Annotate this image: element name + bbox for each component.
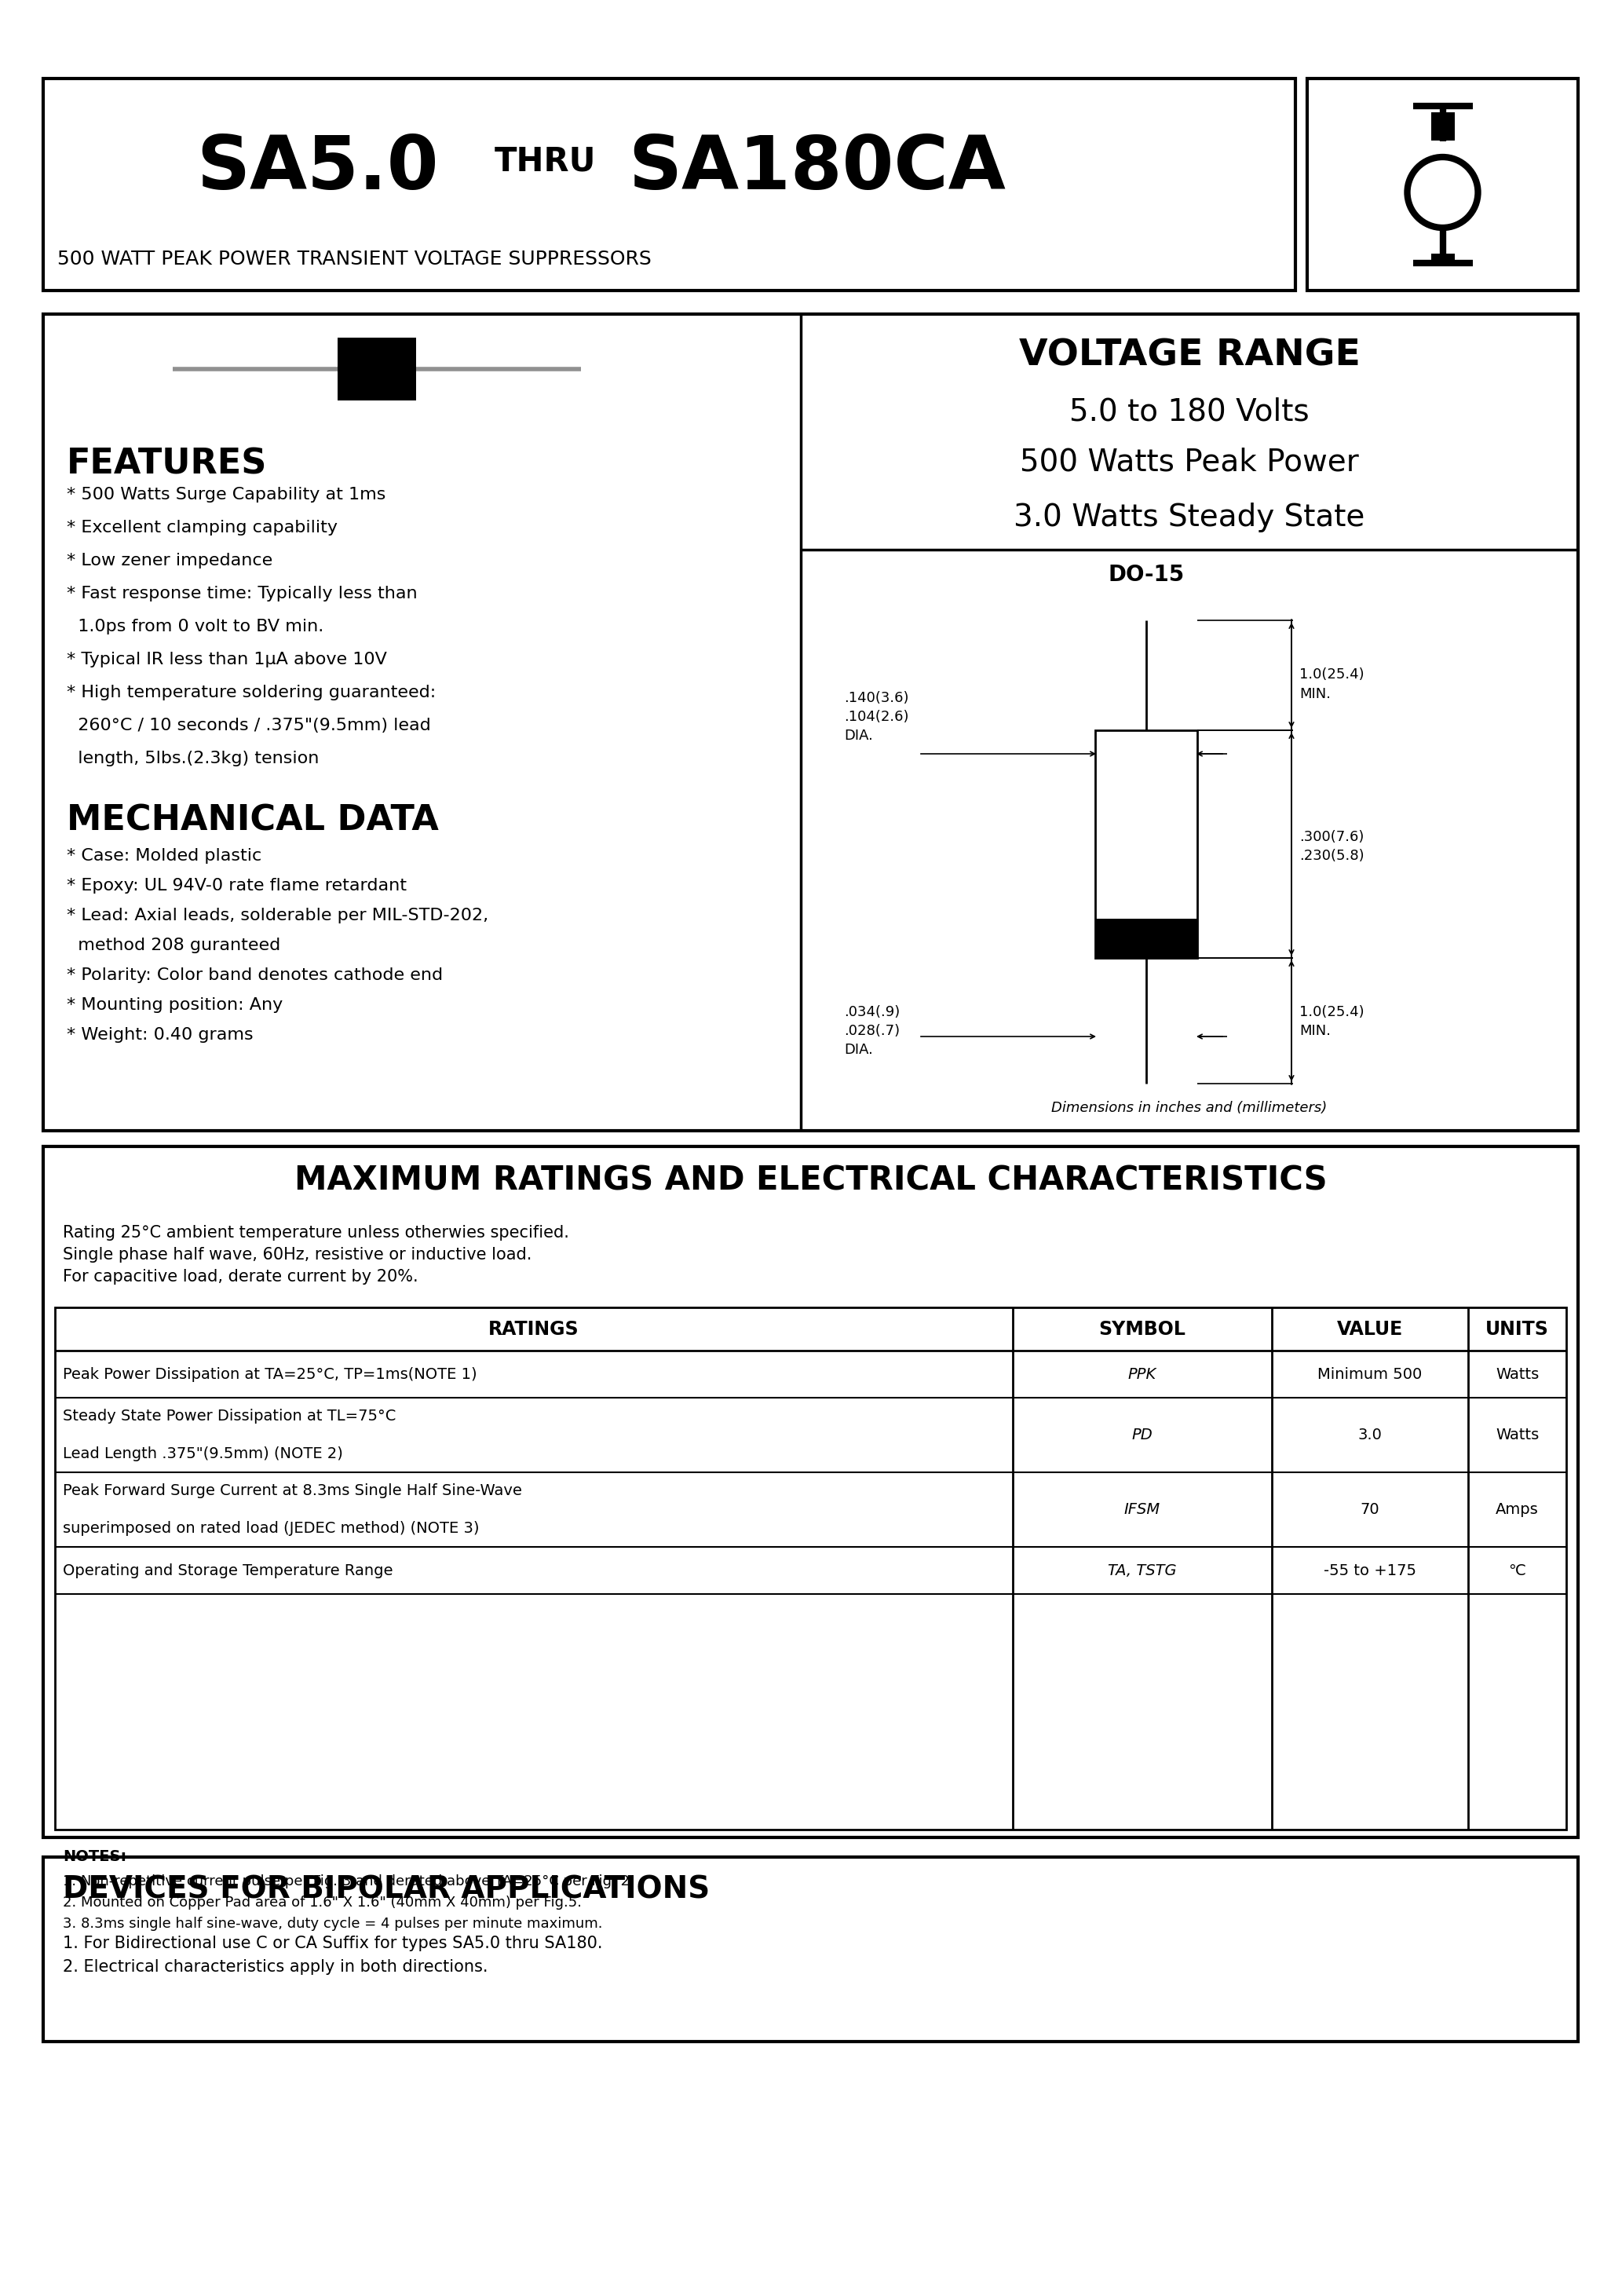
Text: FEATURES: FEATURES <box>67 448 268 482</box>
Text: 5.0 to 180 Volts: 5.0 to 180 Volts <box>1069 397 1309 427</box>
Text: Peak Power Dissipation at TA=25°C, TP=1ms(NOTE 1): Peak Power Dissipation at TA=25°C, TP=1m… <box>63 1366 477 1382</box>
Text: SA5.0: SA5.0 <box>196 133 438 204</box>
Text: Operating and Storage Temperature Range: Operating and Storage Temperature Range <box>63 1564 393 1577</box>
Bar <box>44 315 1578 1130</box>
Text: THRU: THRU <box>495 145 597 177</box>
Text: Peak Forward Surge Current at 8.3ms Single Half Sine-Wave: Peak Forward Surge Current at 8.3ms Sing… <box>63 1483 522 1499</box>
Text: Watts: Watts <box>1495 1366 1539 1382</box>
Text: MIN.: MIN. <box>1299 1024 1330 1038</box>
Text: MAXIMUM RATINGS AND ELECTRICAL CHARACTERISTICS: MAXIMUM RATINGS AND ELECTRICAL CHARACTER… <box>294 1164 1327 1196</box>
Bar <box>44 1857 1578 2041</box>
Text: Amps: Amps <box>1495 1502 1539 1518</box>
Text: 500 Watts Peak Power: 500 Watts Peak Power <box>1020 448 1359 478</box>
Text: 1.0(25.4): 1.0(25.4) <box>1299 668 1364 682</box>
Text: 1.0(25.4): 1.0(25.4) <box>1299 1006 1364 1019</box>
Text: TA, TSTG: TA, TSTG <box>1108 1564 1176 1577</box>
Text: superimposed on rated load (JEDEC method) (NOTE 3): superimposed on rated load (JEDEC method… <box>63 1520 478 1536</box>
Text: RATINGS: RATINGS <box>488 1320 579 1339</box>
Bar <box>44 78 1296 292</box>
Bar <box>1431 253 1455 264</box>
Text: 2. Mounted on Copper Pad area of 1.6" X 1.6" (40mm X 40mm) per Fig.5.: 2. Mounted on Copper Pad area of 1.6" X … <box>63 1896 582 1910</box>
Text: .230(5.8): .230(5.8) <box>1299 850 1364 863</box>
Text: DO-15: DO-15 <box>1108 565 1184 585</box>
Text: 260°C / 10 seconds / .375"(9.5mm) lead: 260°C / 10 seconds / .375"(9.5mm) lead <box>67 719 431 732</box>
Text: * Fast response time: Typically less than: * Fast response time: Typically less tha… <box>67 585 417 602</box>
Text: Steady State Power Dissipation at TL=75°C: Steady State Power Dissipation at TL=75°… <box>63 1410 396 1424</box>
Text: NOTES:: NOTES: <box>63 1848 127 1864</box>
Text: * 500 Watts Surge Capability at 1ms: * 500 Watts Surge Capability at 1ms <box>67 487 386 503</box>
Text: DEVICES FOR BIPOLAR APPLICATIONS: DEVICES FOR BIPOLAR APPLICATIONS <box>63 1874 710 1903</box>
Text: .300(7.6): .300(7.6) <box>1299 829 1364 845</box>
Text: .028(.7): .028(.7) <box>843 1024 900 1038</box>
Text: DIA.: DIA. <box>843 728 873 744</box>
Text: 1.0ps from 0 volt to BV min.: 1.0ps from 0 volt to BV min. <box>67 618 324 634</box>
Text: 3.0: 3.0 <box>1358 1428 1382 1442</box>
Text: * Case: Molded plastic: * Case: Molded plastic <box>67 847 261 863</box>
Text: * Polarity: Color band denotes cathode end: * Polarity: Color band denotes cathode e… <box>67 967 443 983</box>
Text: ℃: ℃ <box>1508 1564 1526 1577</box>
Text: SA180CA: SA180CA <box>628 133 1006 204</box>
Text: VOLTAGE RANGE: VOLTAGE RANGE <box>1019 338 1361 372</box>
Text: For capacitive load, derate current by 20%.: For capacitive load, derate current by 2… <box>63 1270 418 1286</box>
Text: -55 to +175: -55 to +175 <box>1324 1564 1416 1577</box>
Text: Watts: Watts <box>1495 1428 1539 1442</box>
Text: MECHANICAL DATA: MECHANICAL DATA <box>67 804 440 838</box>
Text: * Lead: Axial leads, solderable per MIL-STD-202,: * Lead: Axial leads, solderable per MIL-… <box>67 907 488 923</box>
Text: Lead Length .375"(9.5mm) (NOTE 2): Lead Length .375"(9.5mm) (NOTE 2) <box>63 1446 342 1460</box>
Bar <box>55 1306 1567 1830</box>
Text: PPK: PPK <box>1127 1366 1156 1382</box>
Text: Dimensions in inches and (millimeters): Dimensions in inches and (millimeters) <box>1051 1100 1327 1116</box>
Text: 2. Electrical characteristics apply in both directions.: 2. Electrical characteristics apply in b… <box>63 1958 488 1975</box>
Text: 3. 8.3ms single half sine-wave, duty cycle = 4 pulses per minute maximum.: 3. 8.3ms single half sine-wave, duty cyc… <box>63 1917 602 1931</box>
Text: * Weight: 0.40 grams: * Weight: 0.40 grams <box>67 1026 253 1042</box>
Text: UNITS: UNITS <box>1486 1320 1549 1339</box>
Text: 1. For Bidirectional use C or CA Suffix for types SA5.0 thru SA180.: 1. For Bidirectional use C or CA Suffix … <box>63 1936 602 1952</box>
Text: Single phase half wave, 60Hz, resistive or inductive load.: Single phase half wave, 60Hz, resistive … <box>63 1247 532 1263</box>
Text: * High temperature soldering guaranteed:: * High temperature soldering guaranteed: <box>67 684 436 700</box>
Text: * Mounting position: Any: * Mounting position: Any <box>67 996 282 1013</box>
Text: 3.0 Watts Steady State: 3.0 Watts Steady State <box>1014 503 1366 533</box>
Text: length, 5lbs.(2.3kg) tension: length, 5lbs.(2.3kg) tension <box>67 751 320 767</box>
Text: .140(3.6): .140(3.6) <box>843 691 908 705</box>
Text: Minimum 500: Minimum 500 <box>1317 1366 1422 1382</box>
Text: * Low zener impedance: * Low zener impedance <box>67 553 272 569</box>
Text: 1. Non-repetitive current pulse per Fig. 3 and derated above TA=25°C per Fig. 2.: 1. Non-repetitive current pulse per Fig.… <box>63 1874 634 1890</box>
Text: Rating 25°C ambient temperature unless otherwies specified.: Rating 25°C ambient temperature unless o… <box>63 1226 569 1240</box>
Text: 70: 70 <box>1361 1502 1380 1518</box>
Text: VALUE: VALUE <box>1337 1320 1403 1339</box>
Text: .034(.9): .034(.9) <box>843 1006 900 1019</box>
Text: * Typical IR less than 1μA above 10V: * Typical IR less than 1μA above 10V <box>67 652 388 668</box>
Text: PD: PD <box>1132 1428 1153 1442</box>
Bar <box>1095 918 1197 957</box>
Text: MIN.: MIN. <box>1299 687 1330 700</box>
Text: * Epoxy: UL 94V-0 rate flame retardant: * Epoxy: UL 94V-0 rate flame retardant <box>67 877 407 893</box>
Text: IFSM: IFSM <box>1124 1502 1160 1518</box>
Bar <box>44 1146 1578 1837</box>
Text: SYMBOL: SYMBOL <box>1098 1320 1186 1339</box>
Bar <box>1307 78 1578 292</box>
Bar <box>1095 730 1197 957</box>
Text: method 208 guranteed: method 208 guranteed <box>67 937 281 953</box>
Text: .104(2.6): .104(2.6) <box>843 709 908 723</box>
Bar <box>1431 113 1455 140</box>
Bar <box>337 338 417 400</box>
Text: 500 WATT PEAK POWER TRANSIENT VOLTAGE SUPPRESSORS: 500 WATT PEAK POWER TRANSIENT VOLTAGE SU… <box>57 250 652 269</box>
Text: * Excellent clamping capability: * Excellent clamping capability <box>67 519 337 535</box>
Text: DIA.: DIA. <box>843 1042 873 1056</box>
